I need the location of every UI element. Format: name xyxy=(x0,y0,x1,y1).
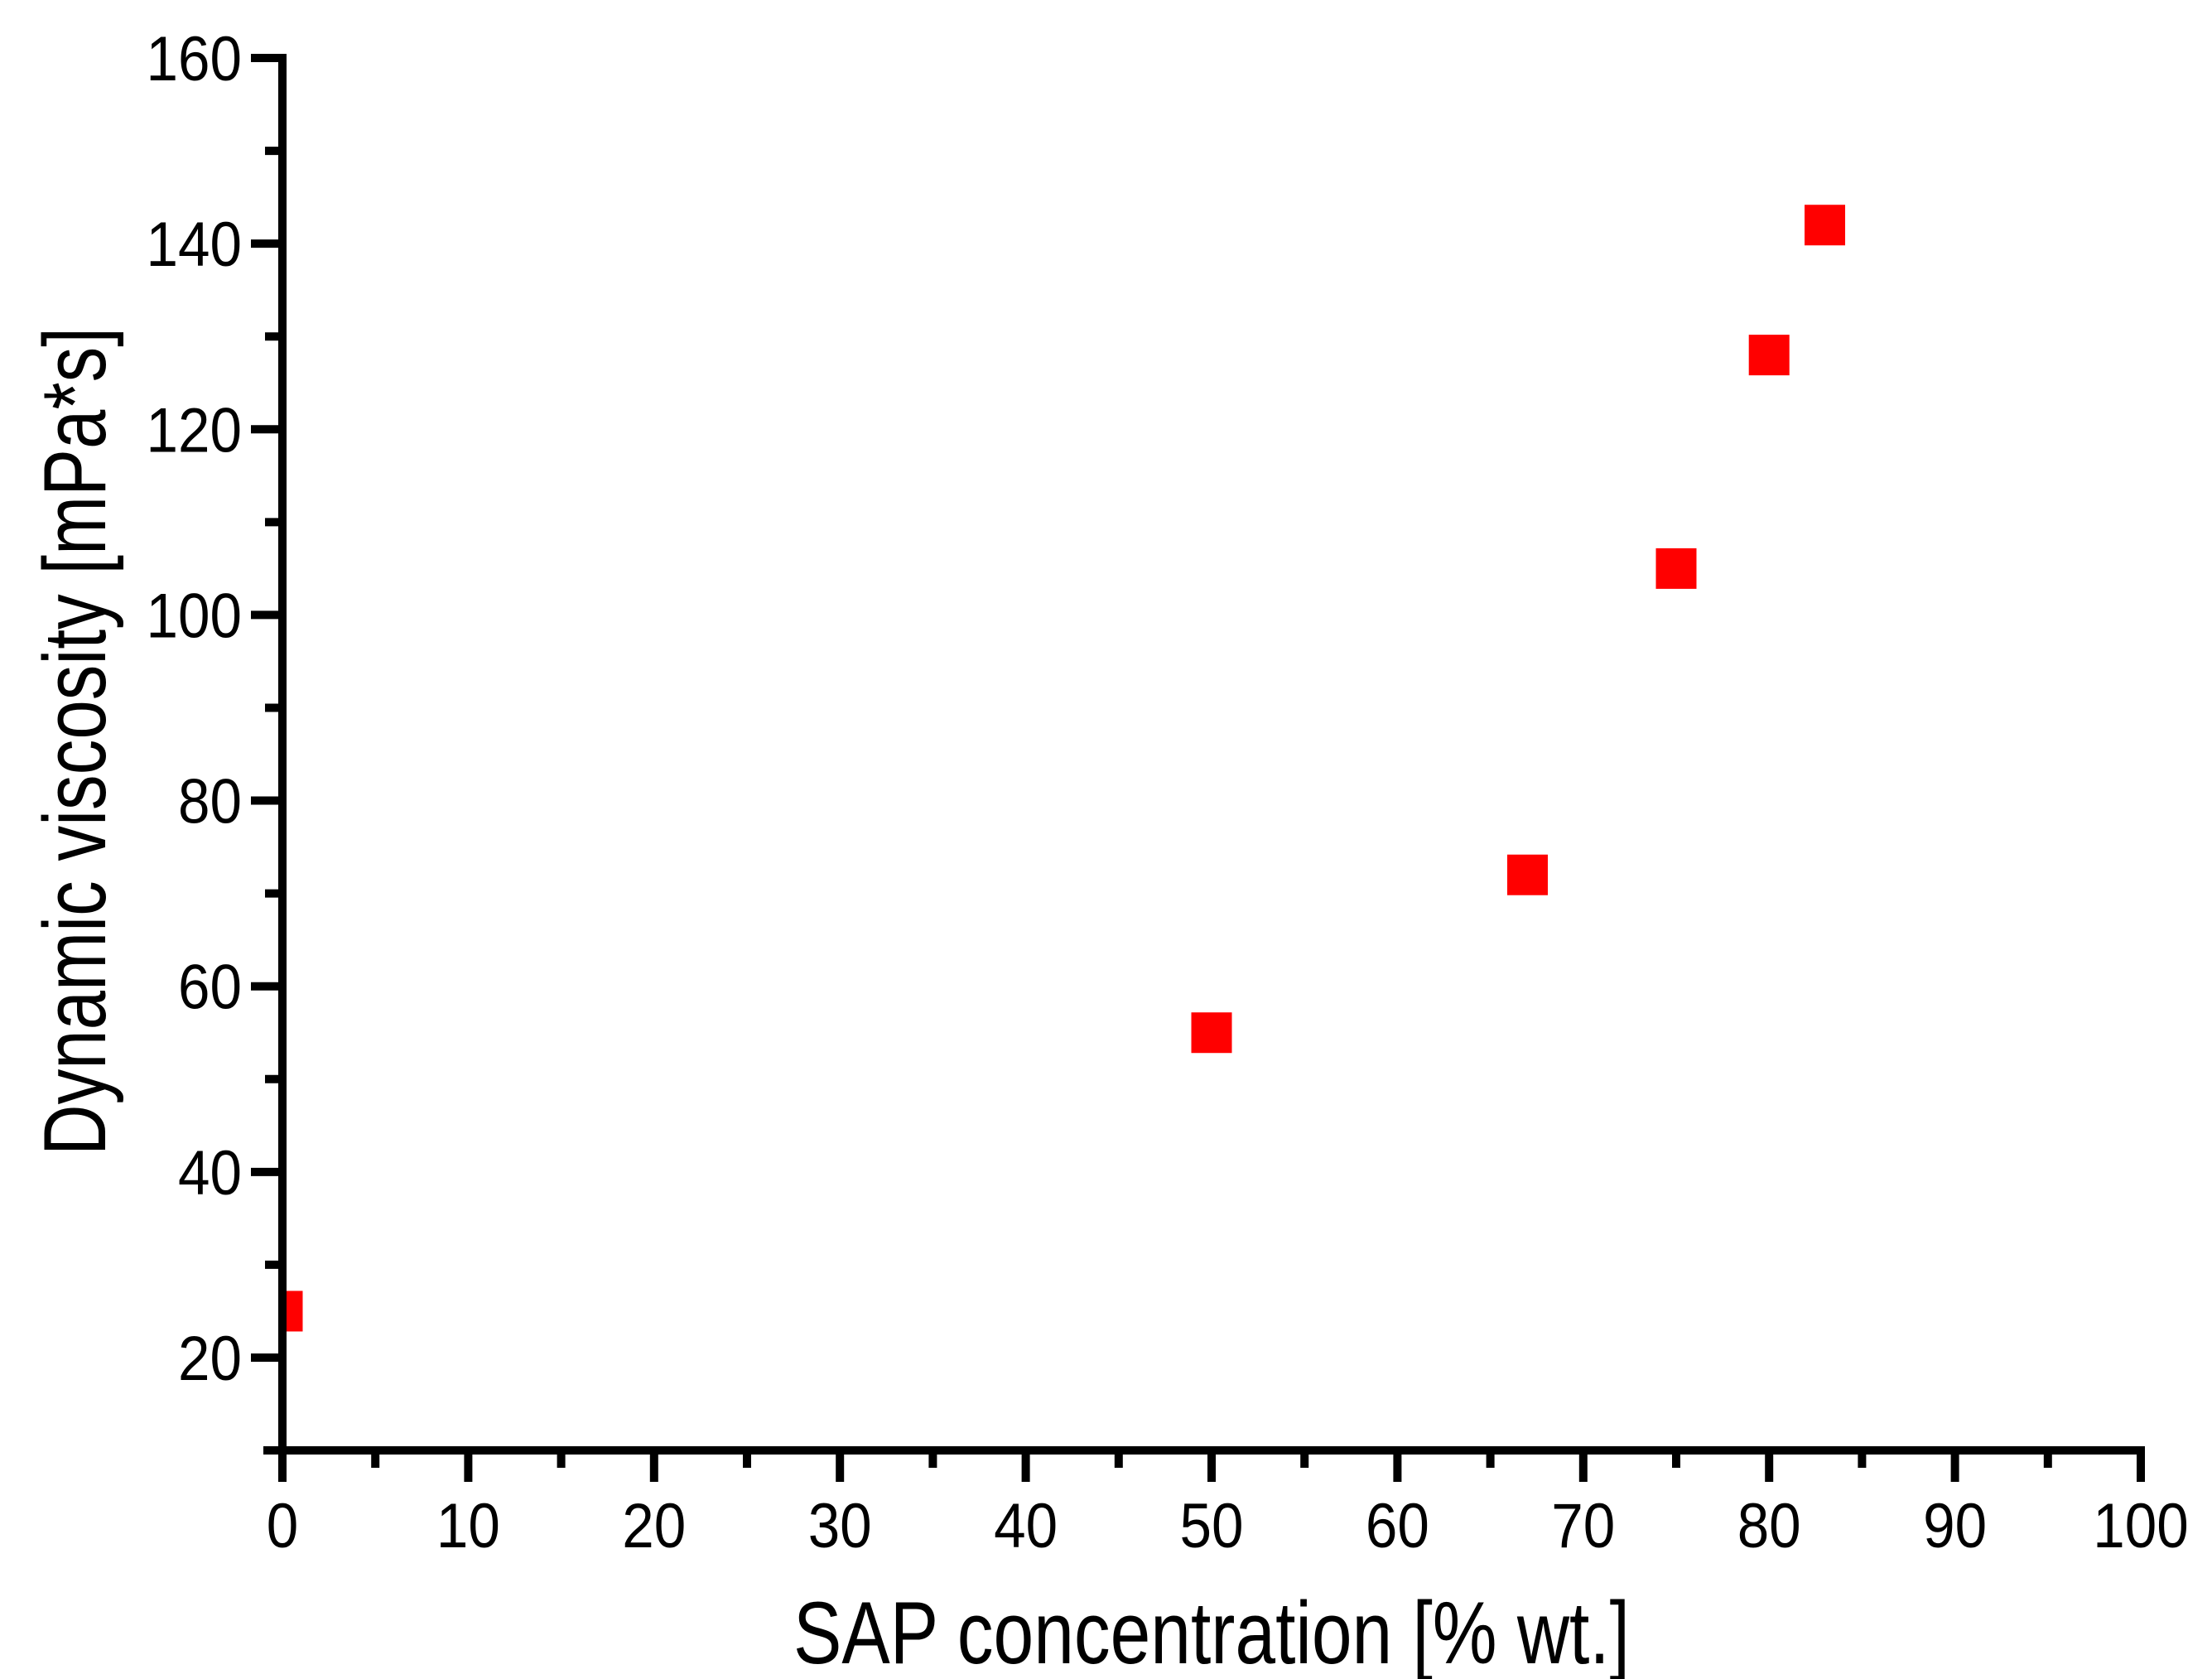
x-tick-label: 50 xyxy=(1180,1491,1244,1561)
axes-layer xyxy=(251,54,2145,1482)
data-point-marker xyxy=(1805,205,1846,246)
data-point-marker xyxy=(1506,854,1548,895)
x-axis-title: SAP concentration [% wt.] xyxy=(793,1583,1630,1679)
y-axis-title: Dynamic viscosity [mPa*s] xyxy=(25,327,124,1156)
y-tick-label: 140 xyxy=(147,210,243,280)
y-tick-label: 40 xyxy=(178,1138,242,1209)
y-tick-label: 100 xyxy=(147,581,243,651)
x-tick-labels: 0 10 20 30 40 50 60 70 80 90 100 xyxy=(267,1491,2189,1561)
x-tick-label: 70 xyxy=(1551,1491,1615,1561)
x-tick-label: 60 xyxy=(1366,1491,1429,1561)
x-tick-label: 20 xyxy=(622,1491,686,1561)
y-tick-label: 80 xyxy=(178,767,242,837)
y-tick-label: 60 xyxy=(178,953,242,1023)
y-tick-label: 20 xyxy=(178,1324,242,1394)
x-tick-label: 100 xyxy=(2093,1491,2189,1561)
x-tick-label: 0 xyxy=(267,1491,299,1561)
x-tick-label: 80 xyxy=(1737,1491,1801,1561)
data-points-layer xyxy=(281,205,1846,1332)
x-tick-label: 90 xyxy=(1923,1491,1987,1561)
x-tick-label: 10 xyxy=(436,1491,500,1561)
y-tick-label: 160 xyxy=(147,24,243,94)
x-tick-label: 40 xyxy=(994,1491,1058,1561)
y-tick-labels: 20 40 60 80 100 120 140 160 xyxy=(147,24,243,1394)
data-point-marker xyxy=(1748,335,1790,376)
y-tick-label: 120 xyxy=(147,395,243,466)
x-tick-label: 30 xyxy=(808,1491,872,1561)
data-point-marker xyxy=(1655,548,1697,589)
data-point-marker xyxy=(1191,1012,1232,1054)
